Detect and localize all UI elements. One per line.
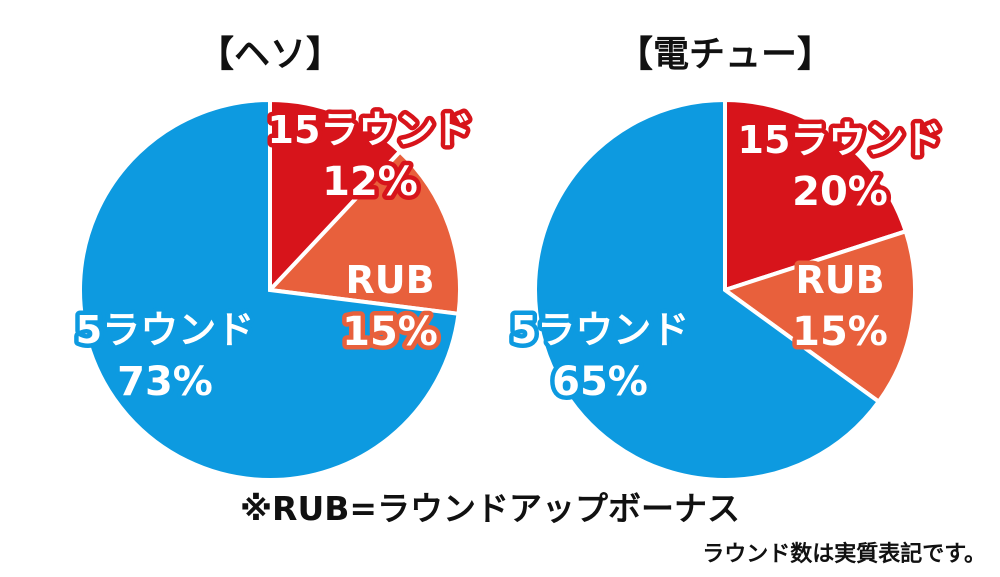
denchu-five-round-label: 5ラウンド [511, 308, 689, 352]
denchu-pie-labels: 15ラウンド 20% RUB 15% 5ラウンド 65% [506, 114, 947, 410]
heso-pie-labels: 15ラウンド 12% RUB 15% 5ラウンド 73% [71, 104, 477, 410]
heso-fifteen-round-slice [268, 97, 403, 296]
heso-rub-label: RUB [345, 258, 434, 302]
denchu-five-round-percent: 65% [552, 359, 648, 405]
denchu-rub-percent: 15% [792, 309, 888, 355]
heso-five-round-percent: 73% [117, 359, 213, 405]
heso-chart-title: 【ヘソ】 [198, 34, 342, 75]
heso-pie-chart: 【ヘソ】 15ラウンド 12% RUB 15% 5ラウンド 73% [71, 34, 477, 482]
rub-definition-note: ※RUB=ラウンドアップボーナス [240, 489, 740, 528]
denchu-fifteen-round-slice [723, 97, 909, 293]
denchu-rub-slice [720, 228, 917, 405]
denchu-fifteen-round-percent: 20% [792, 169, 888, 215]
denchu-pie-chart: 【電チュー】 15ラウンド 20% RUB 15% 5ラウンド 65% [506, 34, 947, 482]
heso-five-round-label: 5ラウンド [76, 308, 254, 352]
denchu-pie-slices [533, 97, 917, 482]
heso-pie-slices [78, 97, 462, 482]
heso-fifteen-round-label: 15ラウンド [268, 108, 473, 152]
denchu-five-round-slice [533, 97, 882, 482]
denchu-rub-label: RUB [795, 258, 884, 302]
heso-five-round-slice [78, 97, 461, 482]
denchu-chart-title: 【電チュー】 [617, 34, 833, 75]
heso-rub-percent: 15% [342, 309, 438, 355]
heso-fifteen-round-percent: 12% [322, 159, 418, 205]
round-count-footnote: ラウンド数は実質表記です。 [702, 541, 986, 567]
heso-rub-slice [265, 148, 462, 317]
denchu-fifteen-round-label: 15ラウンド [738, 118, 943, 162]
